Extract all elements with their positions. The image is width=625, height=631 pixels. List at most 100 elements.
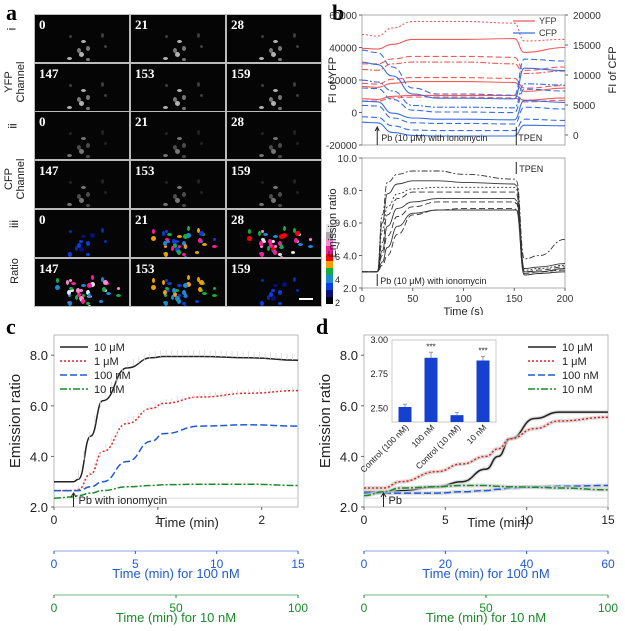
cell-blob <box>248 229 251 234</box>
timepoint-label: 0 <box>39 114 46 129</box>
cell-blob <box>212 245 217 248</box>
cell-blob <box>269 292 273 297</box>
inset-significance: *** <box>478 346 487 355</box>
y-right-axis-label: FI of CFP <box>607 46 619 93</box>
cell-blob <box>177 284 182 287</box>
cell-blob <box>77 97 81 102</box>
micrograph-tile: 21 <box>130 209 226 258</box>
cell-blob <box>197 228 200 233</box>
cell-blob <box>279 234 284 239</box>
legend-label: 10 nM <box>94 384 125 396</box>
cell-blob <box>162 231 165 236</box>
cell-blob <box>309 238 312 241</box>
micrograph-tile: 28 <box>226 14 322 63</box>
cell-blob <box>195 300 199 303</box>
cell-blob <box>177 299 181 304</box>
cell-blob <box>101 130 104 135</box>
cell-blob <box>99 300 103 303</box>
cell-blob <box>199 231 204 236</box>
cell-blob <box>274 245 277 248</box>
x-axis-label: Time (min) for 10 nM <box>426 610 546 625</box>
x-tick-label: 50 <box>169 601 183 615</box>
plot-frame <box>361 157 566 289</box>
cell-blob <box>182 253 186 256</box>
cell-blob <box>278 58 282 61</box>
cell-blob <box>269 97 273 102</box>
cell-blob <box>182 155 186 158</box>
timepoint-label: 147 <box>39 66 59 81</box>
cell-blob <box>261 35 264 38</box>
legend-label: CFP <box>539 28 557 38</box>
cell-blob <box>280 256 283 257</box>
annotation-pb: Pb (10 μM) with ionomycin <box>381 133 487 143</box>
timepoint-label: 28 <box>231 114 244 129</box>
cell-blob <box>182 192 186 197</box>
y-axis-label: Emission ratio <box>7 374 24 468</box>
x-tick-label: 0 <box>359 294 365 305</box>
cell-blob <box>278 290 282 295</box>
cell-blob <box>184 293 187 298</box>
y-tick-label: 2.0 <box>343 284 357 295</box>
cell-blob <box>81 40 86 43</box>
cell-blob <box>101 179 104 184</box>
micrograph-tile: 147 <box>34 63 130 112</box>
cell-blob <box>101 277 104 282</box>
micrograph-tile: 28 <box>226 111 322 160</box>
cell-blob <box>175 296 180 301</box>
cell-blob <box>77 194 81 199</box>
y-tick-label: 0 <box>351 109 357 120</box>
cell-blob <box>165 238 169 241</box>
cell-blob <box>182 95 186 100</box>
cell-blob <box>271 296 276 301</box>
panel-b-letter: b <box>332 0 345 25</box>
inset-y-tick-label: 3.00 <box>370 335 388 345</box>
cell-blob <box>101 33 104 38</box>
y-axis-label: FI of YFP <box>327 57 339 103</box>
cell-blob <box>278 95 282 100</box>
cell-blob <box>271 52 276 57</box>
cell-blob <box>278 107 282 110</box>
y-right-tick-label: 0 <box>573 131 579 142</box>
cell-blob <box>86 155 90 158</box>
row-channel-label: YFP Channel <box>3 61 27 103</box>
y-right-tick-label: 5000 <box>573 101 596 112</box>
cell-blob <box>261 132 264 135</box>
cell-blob <box>86 58 90 61</box>
panel-d-chart: 8.0 6.0 4.0 2.0 Emission ratio 10 μM 1 μM 100 n… <box>317 334 618 625</box>
annotation-pb: Pb <box>389 495 402 507</box>
micrograph-tile: 0 <box>34 14 130 63</box>
cell-blob <box>81 186 86 189</box>
colorbar-segment <box>326 274 333 283</box>
legend-label: 1 μM <box>94 356 119 368</box>
cell-blob <box>291 251 295 254</box>
cell-blob <box>278 192 282 197</box>
cell-blob <box>263 233 268 236</box>
timepoint-label: 153 <box>135 163 155 178</box>
cell-blob <box>296 45 299 48</box>
cell-blob <box>152 229 155 234</box>
series-line <box>361 104 566 125</box>
timepoint-label: 159 <box>231 66 251 81</box>
cell-blob <box>184 305 187 306</box>
cell-blob <box>162 280 165 285</box>
micrograph-tile: 159 <box>226 63 322 112</box>
micrograph-tile: 159 <box>226 258 322 307</box>
cell-blob <box>175 52 180 57</box>
cell-blob <box>197 179 200 184</box>
cell-blob <box>202 292 207 295</box>
cell-blob <box>184 244 187 249</box>
cell-blob <box>75 246 78 251</box>
cell-blob <box>165 84 168 87</box>
x-tick-label: 2 <box>258 513 265 527</box>
x-axis-label: Time (min) <box>467 515 529 530</box>
cell-blob <box>273 250 277 255</box>
cell-blob <box>294 238 298 243</box>
legend-label: 10 μM <box>562 342 593 354</box>
x-axis-label: Time (min) for 100 nM <box>422 566 549 581</box>
series-line <box>361 61 566 75</box>
cell-blob <box>88 293 91 298</box>
panel-b-charts: 6000040000200000-20000200001500010000500… <box>326 11 619 315</box>
cell-blob <box>81 235 86 238</box>
series-line <box>361 49 566 96</box>
cell-blob <box>198 238 202 243</box>
